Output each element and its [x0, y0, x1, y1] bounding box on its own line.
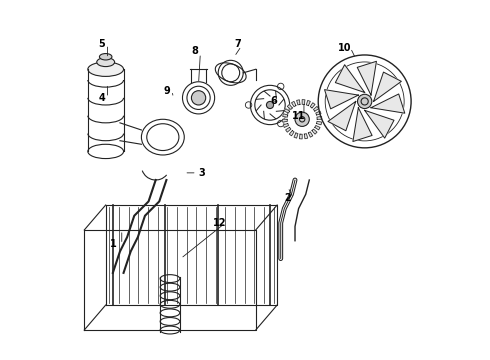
- Polygon shape: [283, 119, 287, 122]
- Polygon shape: [328, 102, 356, 131]
- Polygon shape: [317, 117, 322, 119]
- Ellipse shape: [192, 91, 206, 105]
- Polygon shape: [312, 129, 317, 134]
- Polygon shape: [294, 133, 298, 138]
- Polygon shape: [335, 65, 365, 93]
- Text: 8: 8: [192, 46, 198, 57]
- Polygon shape: [296, 100, 300, 105]
- Text: 2: 2: [285, 193, 291, 203]
- Text: 5: 5: [99, 39, 105, 49]
- Polygon shape: [306, 100, 310, 105]
- Ellipse shape: [295, 112, 309, 126]
- Polygon shape: [310, 103, 315, 108]
- Text: 10: 10: [338, 43, 352, 53]
- Ellipse shape: [358, 94, 372, 109]
- Text: 11: 11: [292, 111, 305, 121]
- Polygon shape: [316, 111, 321, 115]
- Ellipse shape: [99, 54, 112, 60]
- Polygon shape: [324, 90, 358, 109]
- Text: 7: 7: [235, 39, 241, 49]
- Ellipse shape: [267, 102, 273, 109]
- Polygon shape: [286, 127, 291, 132]
- Polygon shape: [371, 94, 405, 113]
- Polygon shape: [373, 72, 401, 102]
- Ellipse shape: [88, 62, 123, 76]
- Text: 3: 3: [199, 168, 205, 178]
- Polygon shape: [353, 108, 372, 141]
- Text: 6: 6: [270, 96, 277, 107]
- Polygon shape: [289, 131, 294, 136]
- Polygon shape: [292, 102, 296, 107]
- Polygon shape: [287, 104, 293, 109]
- Polygon shape: [283, 114, 288, 117]
- Polygon shape: [304, 134, 308, 139]
- Polygon shape: [314, 107, 318, 111]
- Polygon shape: [302, 100, 305, 104]
- Polygon shape: [317, 121, 321, 125]
- Polygon shape: [357, 61, 376, 95]
- Polygon shape: [315, 126, 320, 130]
- Polygon shape: [283, 123, 289, 127]
- Polygon shape: [308, 132, 313, 137]
- Ellipse shape: [97, 58, 115, 67]
- Text: 4: 4: [99, 93, 105, 103]
- Text: 12: 12: [213, 218, 227, 228]
- Text: 9: 9: [163, 86, 170, 96]
- Polygon shape: [299, 134, 302, 139]
- Polygon shape: [365, 111, 394, 138]
- Text: 1: 1: [109, 239, 116, 249]
- Polygon shape: [284, 109, 290, 113]
